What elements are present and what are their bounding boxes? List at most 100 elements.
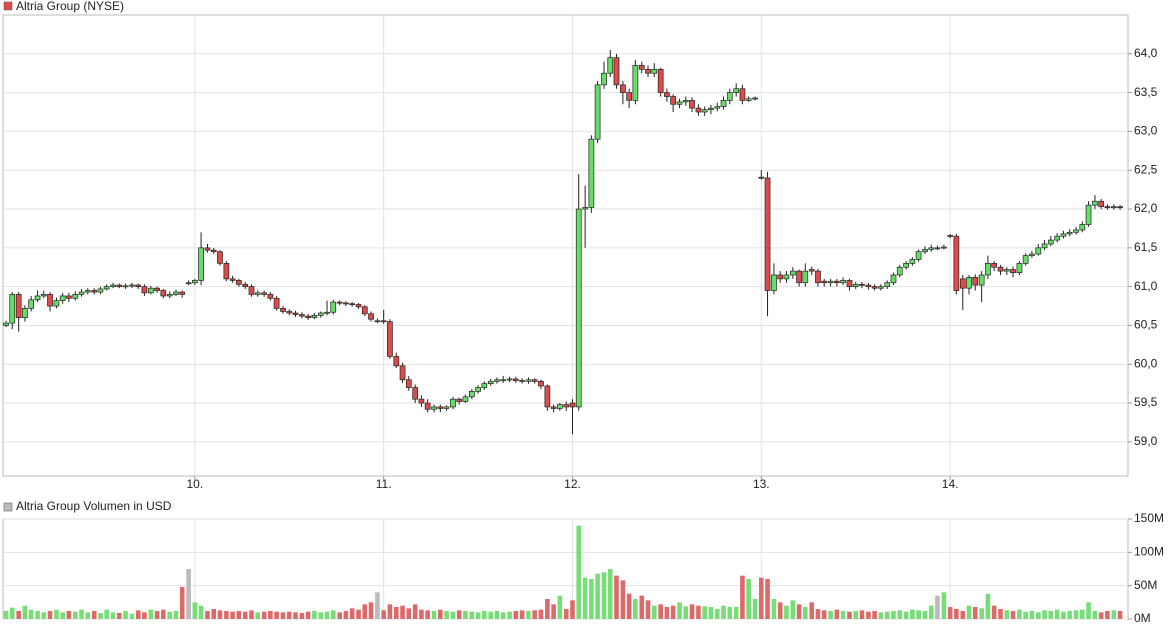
candle-body (569, 402, 576, 408)
candle-body (771, 274, 777, 291)
volume-bar (1080, 609, 1085, 619)
volume-bar (98, 613, 103, 619)
candle-body (758, 176, 765, 179)
y-tick-label: 59,0 (1134, 434, 1158, 448)
candle-body (217, 251, 223, 264)
volume-bar (966, 605, 972, 619)
volume-bar (475, 612, 481, 619)
candle-body (859, 283, 865, 286)
volume-bar (589, 579, 594, 619)
candle-body (103, 286, 110, 290)
candle-body (1047, 239, 1054, 245)
candle-body (468, 391, 475, 398)
volume-bar (91, 611, 97, 619)
volume-bar (1067, 611, 1072, 619)
candle-body (393, 356, 400, 367)
candle-body (229, 278, 236, 281)
candle-body (59, 295, 66, 301)
candle-body (506, 378, 513, 381)
candle-body (953, 235, 960, 291)
volume-bar (614, 575, 619, 619)
volume-bar (891, 611, 896, 619)
volume-bar (570, 600, 575, 619)
candle-body (846, 280, 853, 287)
y-tick-label: 61,0 (1134, 279, 1158, 293)
candle-body (248, 286, 255, 295)
candle-body (456, 398, 463, 402)
candle-body (122, 285, 129, 288)
candle-body (40, 294, 47, 297)
volume-bar (1105, 611, 1110, 619)
candle-body (991, 263, 997, 268)
candle-body (544, 385, 551, 408)
volume-bar (582, 577, 588, 619)
volume-bar (821, 610, 827, 619)
candle-body (147, 287, 154, 294)
volume-bar (576, 525, 582, 619)
candle-body (317, 312, 324, 316)
volume-bar (1042, 610, 1047, 619)
candle-body (1003, 269, 1010, 272)
candle-body (374, 320, 381, 323)
volume-bar (362, 604, 368, 619)
candle-body (254, 292, 261, 295)
volume-bar (866, 611, 871, 619)
volume-bar (230, 611, 235, 619)
volume-bar (910, 609, 915, 619)
volume-bar (255, 612, 261, 619)
candle-body (198, 247, 204, 281)
candle-body (9, 294, 16, 324)
volume-bar (1098, 612, 1104, 619)
candle-body (871, 286, 878, 289)
volume-bar (173, 611, 179, 619)
candle-body (387, 321, 393, 357)
volume-bar (268, 611, 273, 619)
candle-body (915, 251, 922, 260)
volume-bar (104, 609, 109, 619)
volume-bar (161, 609, 166, 619)
volume-bar (733, 607, 739, 619)
candle-body (670, 96, 676, 105)
volume-bar (1036, 612, 1041, 619)
candle-body (1110, 206, 1117, 209)
volume-bar (456, 610, 462, 619)
candle-body (745, 98, 752, 101)
volume-bar (954, 609, 959, 619)
candle-body (582, 207, 588, 210)
volume-bar (85, 612, 91, 619)
volume-bar (702, 606, 707, 619)
candle-body (575, 208, 582, 408)
candle-body (941, 246, 947, 249)
y-tick-label: 60,5 (1134, 318, 1158, 332)
candle-body (601, 72, 607, 86)
volume-bar (985, 593, 991, 619)
candle-body (682, 100, 689, 103)
volume-bar (117, 613, 122, 619)
volume-bar (878, 612, 884, 619)
volume-bar (1061, 611, 1066, 619)
candle-body (638, 65, 645, 70)
volume-bar (41, 612, 47, 619)
candle-body (462, 396, 469, 402)
volume-bar (66, 611, 72, 619)
volume-bar (853, 611, 859, 619)
candle-body (928, 247, 935, 250)
volume-bar (809, 602, 815, 619)
candle-body (714, 106, 721, 109)
y-tick-label: 150M (1134, 511, 1164, 525)
candle-body (160, 290, 167, 297)
candle-body (475, 387, 481, 392)
volume-bar (425, 610, 430, 619)
volume-bar (683, 606, 689, 619)
legend-swatch (3, 1, 13, 11)
volume-bar (73, 611, 78, 619)
volume-bar (557, 595, 563, 619)
volume-bar (670, 605, 676, 619)
x-tick-label: 11. (376, 477, 392, 491)
volume-bar (916, 610, 921, 619)
candle-body (223, 263, 230, 280)
volume-bar (274, 611, 279, 619)
volume-bar (387, 604, 393, 619)
volume-bar (834, 609, 840, 619)
